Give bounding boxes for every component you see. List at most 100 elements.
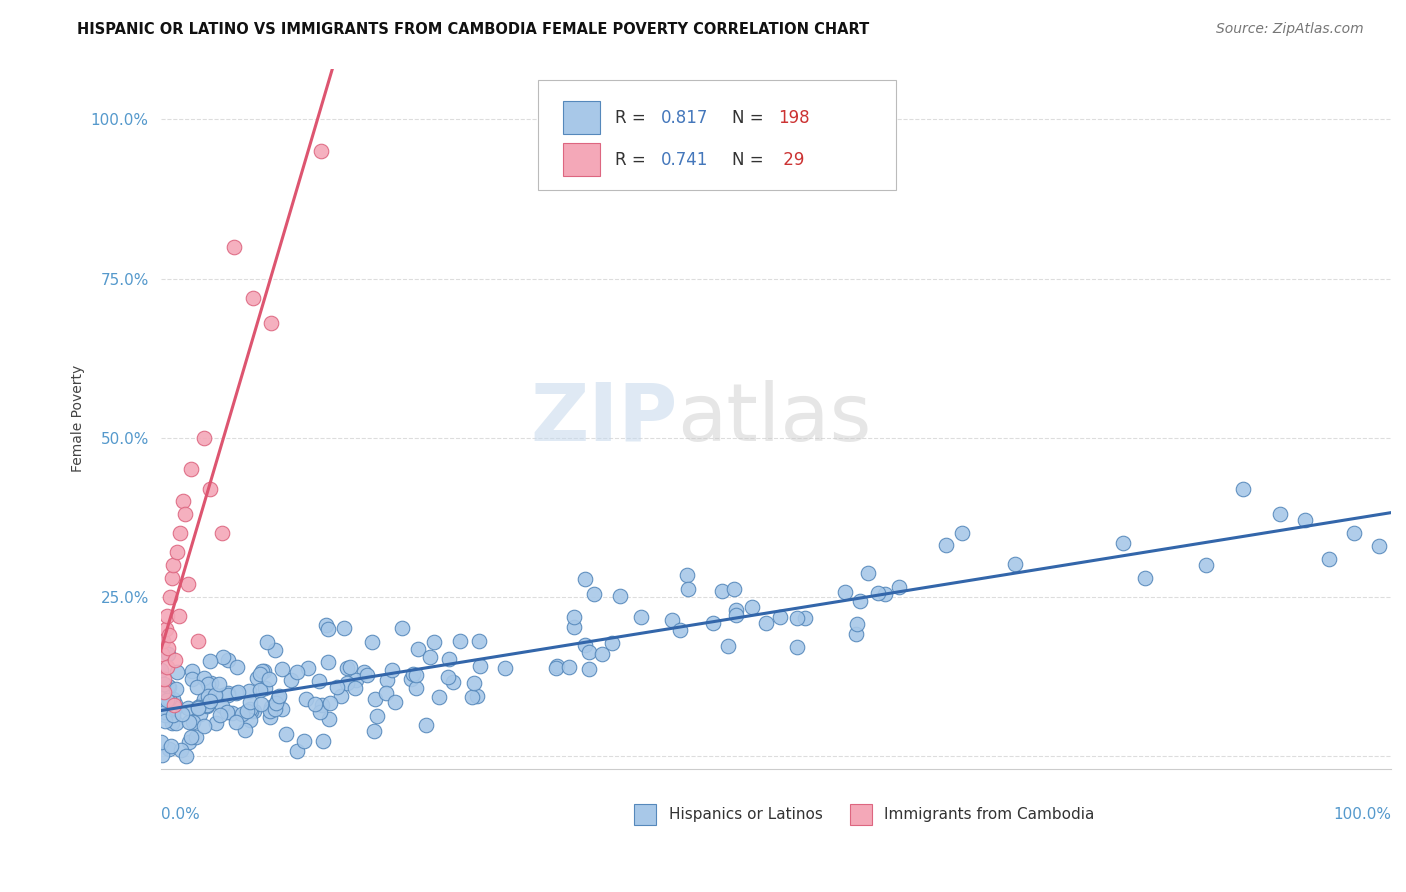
Point <box>239 713 262 727</box>
Point <box>194 698 217 713</box>
Point <box>225 686 247 700</box>
Point <box>238 695 260 709</box>
Point <box>702 616 724 631</box>
Point <box>221 706 243 721</box>
Point <box>319 697 342 711</box>
Point <box>150 747 173 762</box>
Point <box>242 291 264 305</box>
Point <box>344 673 367 688</box>
Point <box>381 663 404 677</box>
Point <box>280 673 302 688</box>
Point <box>235 705 257 719</box>
Point <box>200 676 222 690</box>
Point <box>159 739 181 753</box>
Point <box>399 673 422 687</box>
Point <box>233 723 256 738</box>
Point <box>463 675 485 690</box>
Point <box>725 602 748 616</box>
Point <box>315 618 337 632</box>
Point <box>186 730 208 744</box>
Point <box>461 690 484 705</box>
Point <box>153 714 176 729</box>
Point <box>1319 551 1341 566</box>
Point <box>309 145 332 159</box>
Point <box>1232 482 1254 496</box>
Text: Hispanics or Latinos: Hispanics or Latinos <box>669 806 823 822</box>
Point <box>180 730 202 744</box>
Text: 198: 198 <box>779 109 810 127</box>
Point <box>149 735 172 749</box>
FancyBboxPatch shape <box>849 804 872 824</box>
Point <box>198 482 221 496</box>
Point <box>211 699 233 714</box>
Point <box>406 642 429 657</box>
Text: N =: N = <box>731 109 769 127</box>
Point <box>591 647 613 661</box>
Point <box>374 686 396 700</box>
Point <box>723 582 745 597</box>
Point <box>710 584 733 599</box>
Point <box>155 622 177 636</box>
Point <box>249 666 271 681</box>
Point <box>172 494 194 508</box>
Point <box>1112 536 1135 550</box>
Point <box>224 240 246 254</box>
Point <box>253 664 276 678</box>
Point <box>285 744 308 758</box>
Point <box>308 706 330 720</box>
Point <box>259 705 281 719</box>
Point <box>239 701 262 715</box>
Point <box>391 621 413 635</box>
Point <box>308 673 330 688</box>
Text: Immigrants from Cambodia: Immigrants from Cambodia <box>884 806 1094 822</box>
Point <box>156 659 179 673</box>
Point <box>153 708 176 723</box>
Point <box>669 624 692 638</box>
Point <box>163 698 186 712</box>
Point <box>875 586 897 600</box>
Point <box>177 735 200 749</box>
Point <box>335 676 357 690</box>
Point <box>195 698 218 712</box>
Point <box>193 431 215 445</box>
Point <box>384 695 406 709</box>
Point <box>401 667 423 681</box>
Point <box>437 652 460 666</box>
Point <box>167 608 190 623</box>
Point <box>250 697 273 711</box>
Point <box>419 650 441 665</box>
Point <box>375 673 398 687</box>
Point <box>361 635 384 649</box>
Text: 0.0%: 0.0% <box>160 807 200 822</box>
Point <box>215 705 238 719</box>
FancyBboxPatch shape <box>562 101 600 135</box>
Point <box>225 715 247 730</box>
Point <box>156 640 179 655</box>
Point <box>190 698 212 713</box>
Point <box>353 665 375 679</box>
Point <box>364 692 387 706</box>
Text: 29: 29 <box>779 151 804 169</box>
Point <box>166 665 188 679</box>
Point <box>156 692 179 706</box>
Point <box>1195 558 1218 572</box>
Text: atlas: atlas <box>678 379 872 458</box>
Point <box>157 680 180 694</box>
Point <box>177 700 200 714</box>
Point <box>562 620 585 634</box>
Point <box>217 653 239 667</box>
Point <box>546 659 568 673</box>
Point <box>169 526 191 541</box>
Point <box>295 692 318 706</box>
Point <box>159 590 181 604</box>
Point <box>165 653 187 667</box>
Point <box>441 674 464 689</box>
Point <box>834 585 856 599</box>
Point <box>578 645 600 659</box>
Point <box>366 708 388 723</box>
Point <box>149 685 172 699</box>
Point <box>786 640 808 655</box>
Point <box>188 706 211 721</box>
Point <box>250 665 273 679</box>
Point <box>195 699 218 714</box>
